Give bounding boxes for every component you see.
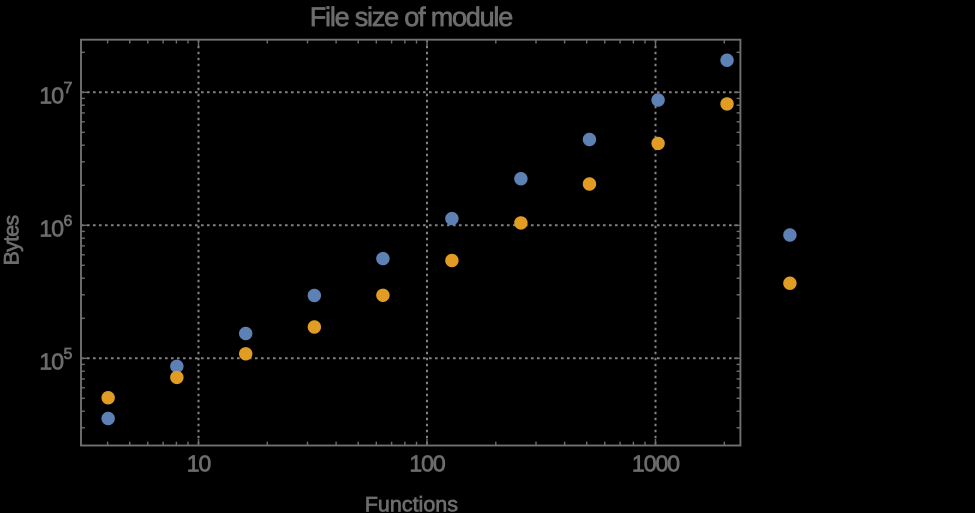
svg-text:7: 7 bbox=[64, 80, 73, 97]
svg-text:10: 10 bbox=[39, 348, 63, 374]
svg-text:6: 6 bbox=[64, 213, 73, 230]
svg-text:Functions: Functions bbox=[365, 492, 458, 513]
svg-text:File size of module: File size of module bbox=[310, 2, 512, 32]
svg-text:100: 100 bbox=[409, 451, 445, 477]
svg-text:10: 10 bbox=[39, 215, 63, 241]
svg-text:Bytes: Bytes bbox=[0, 216, 24, 266]
svg-text:1000: 1000 bbox=[632, 451, 679, 477]
svg-text:10: 10 bbox=[187, 451, 211, 477]
svg-text:5: 5 bbox=[64, 346, 73, 363]
svg-text:10: 10 bbox=[39, 82, 63, 108]
